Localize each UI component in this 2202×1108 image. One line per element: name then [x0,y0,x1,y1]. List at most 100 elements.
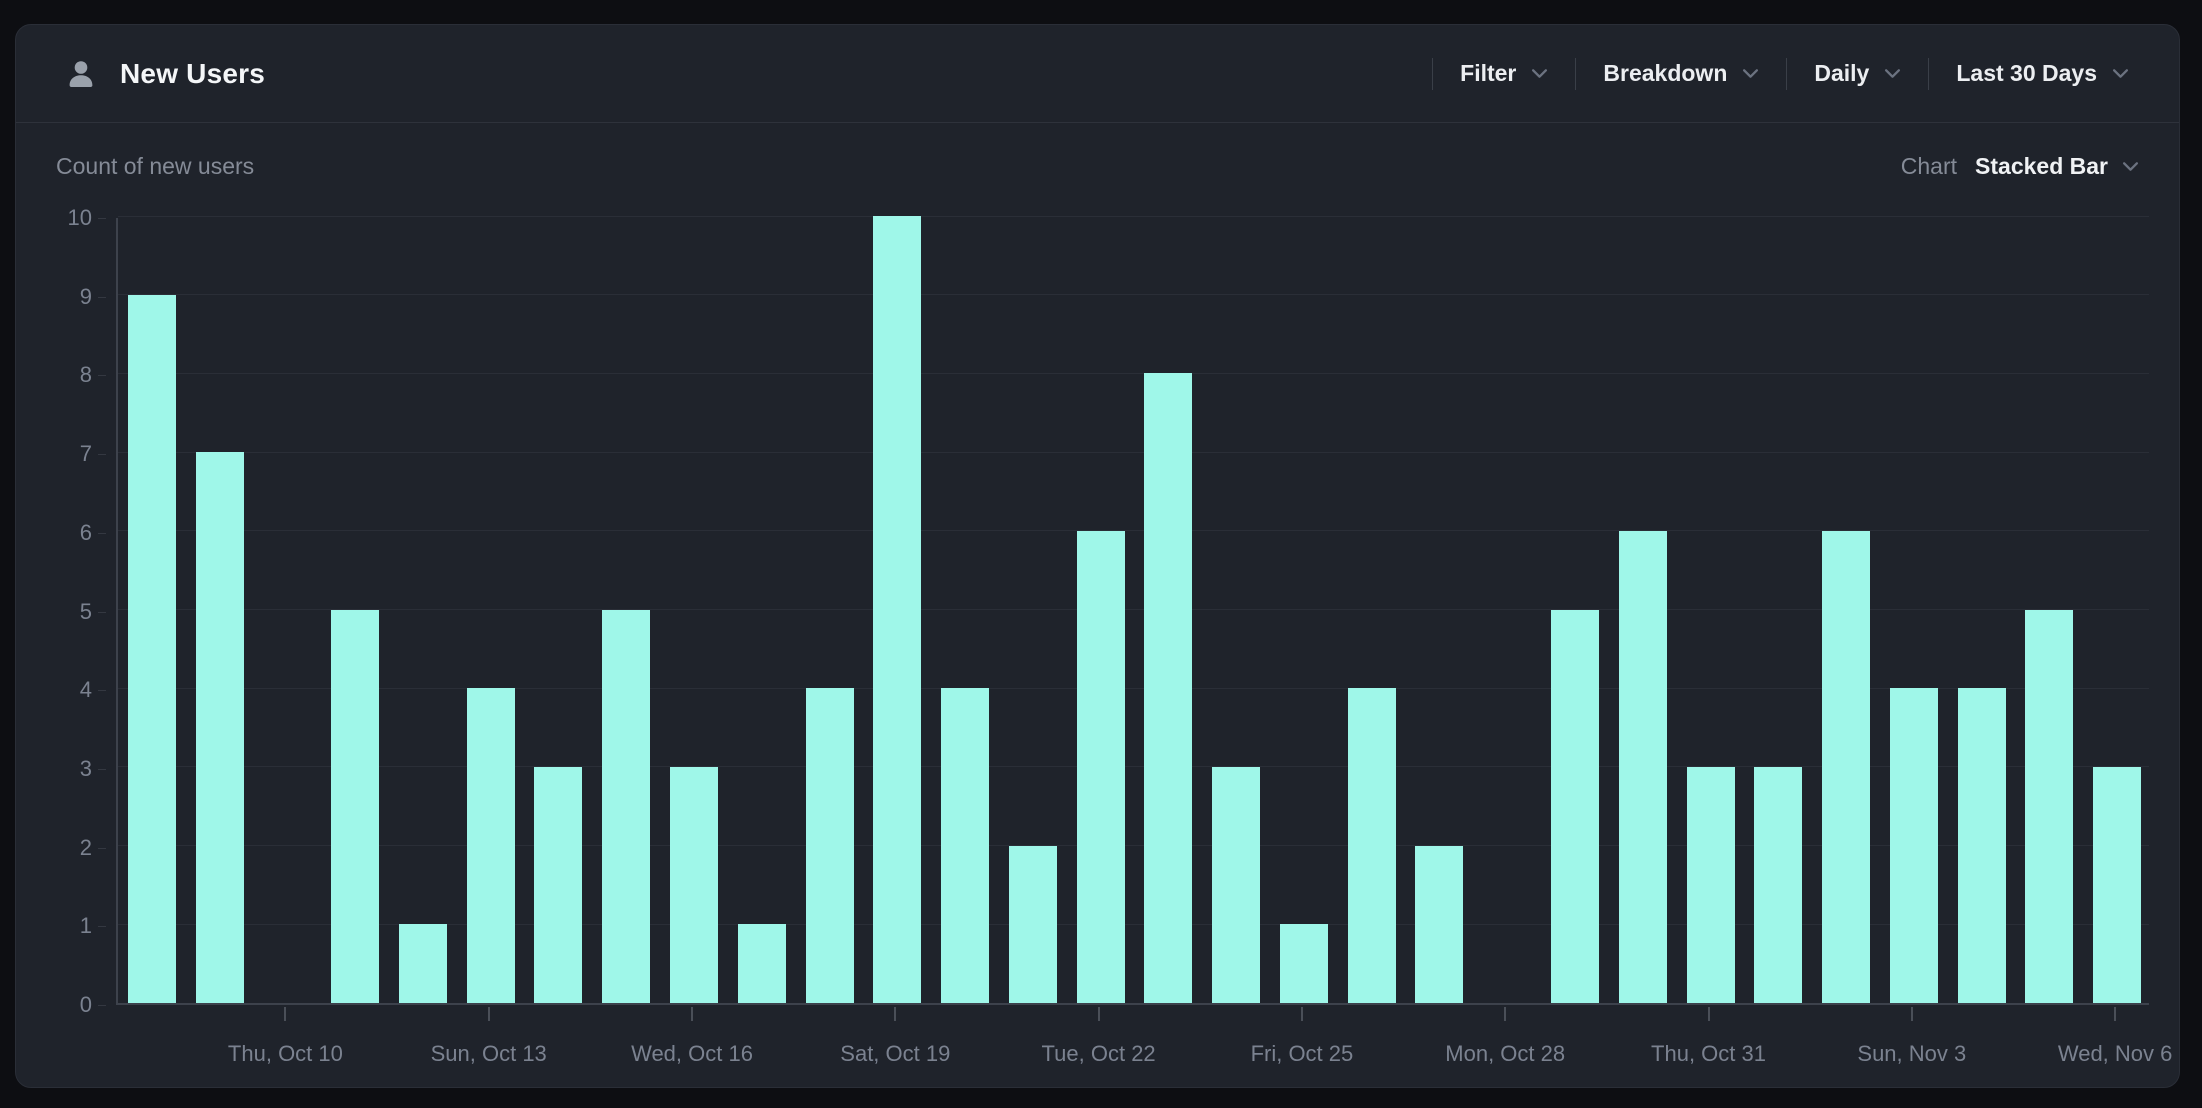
x-axis-tick [1097,1007,1100,1021]
y-axis-label: 0 [79,992,92,1017]
breakdown-dropdown-label: Breakdown [1603,60,1728,86]
y-axis-label: 4 [79,677,92,703]
gridline [118,766,2149,768]
chevron-down-icon [1743,69,1759,78]
x-axis: Thu, Oct 10 Sun, Oct 13 Wed, Oct 16 Sat, Oc… [116,1007,2172,1087]
chart-subtitle: Count of new users [56,153,255,179]
toolbar-divider [1786,57,1788,90]
bar[interactable] [2093,766,2142,1003]
date-range-dropdown-label: Last 30 Days [1956,60,2097,86]
x-axis-label: Sun, Nov 3 [1857,1041,1967,1066]
bar[interactable] [873,216,922,1003]
bar[interactable] [1347,688,1396,1003]
chart-type-dropdown[interactable]: Chart Stacked Bar [1901,153,2139,180]
bar[interactable] [1686,766,1735,1003]
y-axis-label: 7 [79,441,92,467]
x-axis-label: Tue, Oct 22 [1041,1041,1156,1066]
bar[interactable] [602,609,651,1003]
y-axis-label: 2 [79,834,92,860]
granularity-dropdown[interactable]: Daily [1787,60,1928,87]
bar[interactable] [1618,530,1667,1003]
y-axis-tick [98,690,106,692]
bar[interactable] [466,688,515,1003]
chevron-down-icon [1532,69,1548,78]
chart-type-selected-value: Stacked Bar [1975,153,2108,179]
gridline [118,845,2149,847]
chevron-down-icon [1885,69,1901,78]
x-axis-tick [894,1007,897,1021]
filter-dropdown-label: Filter [1460,60,1517,86]
y-axis-tick [98,847,106,849]
toolbar-divider [1928,57,1930,90]
x-axis-label: Sun, Oct 13 [430,1041,547,1066]
page-title: New Users [120,57,265,89]
y-axis-label: 9 [79,283,92,309]
bar[interactable] [1008,845,1057,1003]
chart-type-dropdown-label: Chart [1900,153,1958,179]
bar[interactable] [127,294,176,1003]
x-axis-label: Sat, Oct 19 [840,1041,951,1066]
x-axis-tick [1707,1007,1710,1021]
y-axis-tick [98,375,106,377]
chevron-down-icon [2122,162,2139,171]
breakdown-dropdown[interactable]: Breakdown [1576,60,1786,87]
bar[interactable] [1415,845,1464,1003]
x-axis-label: Wed, Oct 16 [631,1041,753,1066]
plot-area [116,215,2149,1005]
y-axis-label: 6 [79,519,92,545]
x-axis-label: Thu, Oct 10 [227,1041,343,1066]
bar[interactable] [1212,766,1261,1003]
gridline [118,215,2149,217]
chevron-down-icon [2112,69,2129,78]
x-axis-label: Thu, Oct 31 [1651,1041,1766,1066]
y-axis-tick [98,296,106,298]
bar[interactable] [195,452,244,1003]
bar[interactable] [737,924,786,1003]
bar[interactable] [670,766,719,1003]
bar[interactable] [941,688,990,1003]
y-axis-tick [98,454,106,456]
gridline [118,687,2149,689]
bar[interactable] [534,766,583,1003]
bar[interactable] [1754,766,1803,1003]
date-range-dropdown[interactable]: Last 30 Days [1929,60,2135,87]
x-axis-label: Wed, Nov 6 [2057,1041,2173,1066]
y-axis-label: 8 [79,362,92,388]
x-axis-label: Fri, Oct 25 [1250,1041,1354,1066]
bar[interactable] [1889,688,1938,1003]
new-users-widget: New Users Filter Breakdown Daily [15,24,2180,1088]
toolbar: Filter Breakdown Daily Last 30 Days [1432,25,2135,122]
toolbar-divider [1575,57,1577,90]
x-axis-tick [1910,1007,1913,1021]
gridline [118,372,2149,374]
bar[interactable] [805,688,854,1003]
bar[interactable] [1957,688,2006,1003]
gridline [118,530,2149,532]
y-axis-tick [98,926,106,928]
x-axis-tick [1504,1007,1507,1021]
filter-dropdown[interactable]: Filter [1433,60,1575,87]
bar[interactable] [1279,924,1328,1003]
bar[interactable] [331,609,380,1003]
x-axis-tick [487,1007,490,1021]
y-axis: 0 1 2 3 4 5 6 7 8 9 10 [16,205,106,1017]
bar[interactable] [1144,373,1193,1003]
bar[interactable] [1822,530,1871,1003]
bar[interactable] [1076,530,1125,1003]
gridline [118,451,2149,453]
gridline [118,923,2149,925]
y-axis-tick [98,768,106,770]
toolbar-divider [1432,57,1434,90]
bar[interactable] [398,924,447,1003]
gridline [118,609,2149,610]
gridline [118,294,2149,296]
bar[interactable] [1550,609,1599,1003]
x-axis-tick [2114,1007,2117,1021]
x-axis-tick [284,1007,287,1021]
y-axis-tick [98,532,106,534]
y-axis-tick [98,218,106,219]
y-axis-label: 3 [79,755,92,781]
bar[interactable] [2025,609,2074,1003]
y-axis-label: 1 [79,913,92,939]
chart-subheader: Count of new users Chart Stacked Bar [16,123,2179,180]
